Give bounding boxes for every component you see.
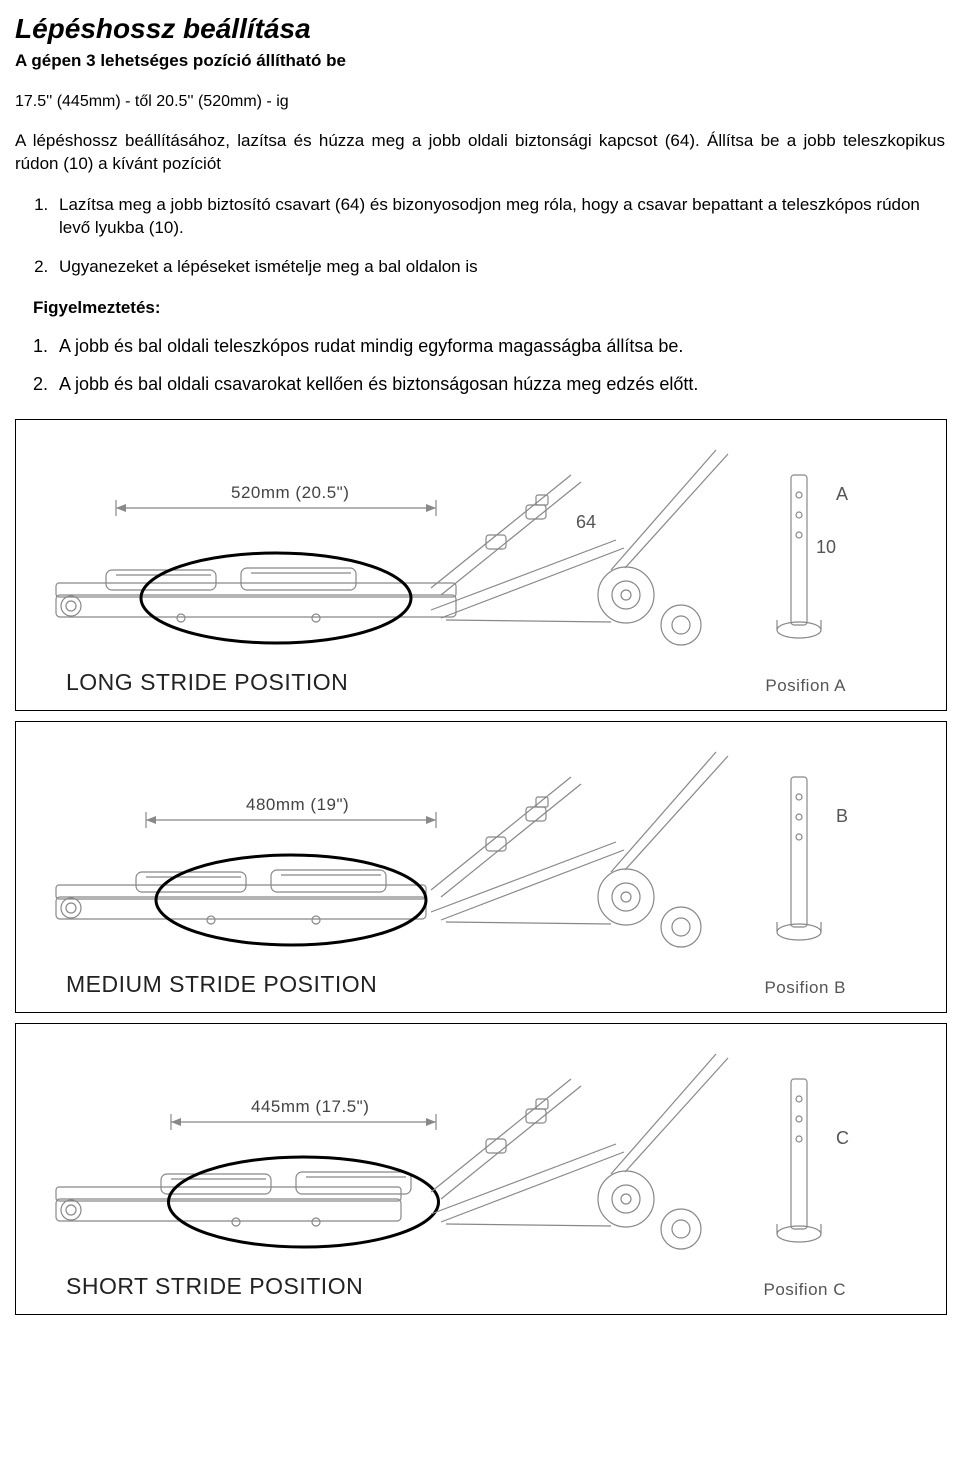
figure-caption: SHORT STRIDE POSITION — [66, 1271, 363, 1302]
rod-letter-label: A — [836, 482, 848, 506]
figure-box-3: 445mm (17.5") C SHORT STRIDE POSITION Posif… — [15, 1023, 947, 1315]
warning-2: A jobb és bal oldali csavarokat kellően … — [53, 372, 945, 396]
subheading: A gépen 3 lehetséges pozíció állítható b… — [15, 50, 945, 73]
figure-box-2: 480mm (19") B MEDIUM STRIDE POSITION Posifi… — [15, 721, 947, 1013]
dimension-label: 445mm (17.5") — [251, 1096, 369, 1119]
position-label: Posifion B — [764, 977, 846, 1000]
warning-list: A jobb és bal oldali teleszkópos rudat m… — [15, 334, 945, 397]
rod-letter-label: C — [836, 1126, 849, 1150]
instruction-list: Lazítsa meg a jobb biztosító csavart (64… — [15, 194, 945, 279]
position-label: Posifion C — [764, 1279, 846, 1302]
warning-1: A jobb és bal oldali teleszkópos rudat m… — [53, 334, 945, 358]
dimension-label: 520mm (20.5") — [231, 482, 349, 505]
warning-heading: Figyelmeztetés: — [33, 297, 945, 320]
instruction-2: Ugyanezeket a lépéseket ismételje meg a … — [53, 256, 945, 279]
intro-paragraph: A lépéshossz beállításához, lazítsa és h… — [15, 130, 945, 176]
annot-10: 10 — [816, 535, 836, 559]
annot-64: 64 — [576, 510, 596, 534]
range-text: 17.5'' (445mm) - től 20.5'' (520mm) - ig — [15, 91, 945, 113]
figure-caption: LONG STRIDE POSITION — [66, 667, 348, 698]
figure-box-1: 520mm (20.5") A 64 10 LONG STRIDE POSITION Po… — [15, 419, 947, 711]
figure-caption: MEDIUM STRIDE POSITION — [66, 969, 377, 1000]
dimension-label: 480mm (19") — [246, 794, 349, 817]
position-label: Posifion A — [765, 675, 846, 698]
page-title: Lépéshossz beállítása — [15, 10, 945, 48]
instruction-1: Lazítsa meg a jobb biztosító csavart (64… — [53, 194, 945, 240]
rod-letter-label: B — [836, 804, 848, 828]
